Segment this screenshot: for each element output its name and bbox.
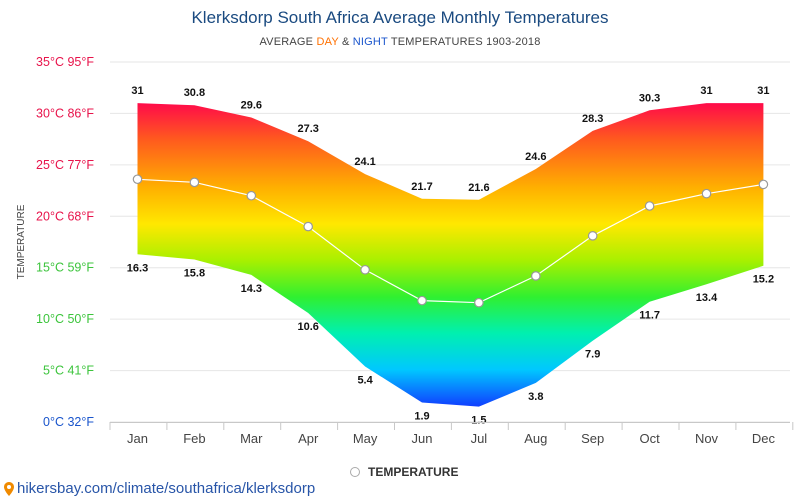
subtitle-day: DAY bbox=[316, 36, 339, 48]
x-tick-label: Jun bbox=[412, 431, 433, 446]
average-point[interactable] bbox=[189, 177, 200, 188]
average-point[interactable] bbox=[644, 201, 655, 211]
subtitle-suffix: TEMPERATURES 1903-2018 bbox=[387, 36, 541, 48]
source-link[interactable]: hikersbay.com/climate/southafrica/klerks… bbox=[4, 480, 315, 497]
legend-label: TEMPERATURE bbox=[368, 465, 459, 479]
subtitle-amp: & bbox=[338, 36, 353, 48]
day-value-label: 21.7 bbox=[411, 181, 432, 193]
y-tick-label: 25°C 77°F bbox=[36, 158, 94, 172]
y-tick-label: 30°C 86°F bbox=[36, 106, 94, 120]
x-tick-label: Oct bbox=[639, 431, 660, 446]
legend-marker-icon bbox=[350, 467, 360, 477]
map-pin-icon bbox=[4, 481, 14, 496]
night-value-label: 13.4 bbox=[696, 292, 718, 304]
night-value-label: 16.3 bbox=[127, 262, 148, 274]
x-tick-label: Feb bbox=[183, 431, 205, 446]
temperature-band bbox=[137, 103, 764, 407]
night-value-label: 14.3 bbox=[241, 283, 262, 295]
night-value-label: 11.7 bbox=[639, 310, 660, 322]
day-value-label: 28.3 bbox=[582, 113, 603, 125]
night-value-label: 7.9 bbox=[585, 349, 600, 361]
y-axis-title: TEMPERATURE bbox=[16, 204, 27, 279]
day-value-label: 31 bbox=[757, 85, 769, 97]
day-value-label: 31 bbox=[700, 85, 712, 97]
y-tick-label: 15°C 59°F bbox=[36, 261, 94, 275]
average-point[interactable] bbox=[587, 231, 598, 241]
average-point[interactable] bbox=[132, 174, 143, 185]
day-value-label: 31 bbox=[131, 85, 143, 97]
average-point[interactable] bbox=[303, 221, 313, 232]
average-point[interactable] bbox=[758, 179, 769, 190]
y-tick-label: 5°C 41°F bbox=[43, 364, 94, 378]
night-value-label: 3.8 bbox=[528, 391, 543, 403]
x-tick-label: Mar bbox=[240, 431, 263, 446]
day-value-label: 21.6 bbox=[468, 182, 489, 194]
x-tick-label: Nov bbox=[695, 431, 719, 446]
x-tick-label: Jan bbox=[127, 431, 148, 446]
night-value-label: 1.5 bbox=[471, 415, 486, 427]
x-tick-label: Aug bbox=[524, 431, 547, 446]
chart-subtitle: AVERAGE DAY & NIGHT TEMPERATURES 1903-20… bbox=[0, 36, 800, 48]
night-value-label: 10.6 bbox=[297, 321, 318, 333]
y-tick-label: 35°C 95°F bbox=[36, 55, 94, 69]
subtitle-night: NIGHT bbox=[352, 36, 388, 48]
chart-legend[interactable]: TEMPERATURE bbox=[350, 465, 458, 479]
y-tick-label: 10°C 50°F bbox=[36, 312, 94, 326]
day-value-label: 30.8 bbox=[184, 87, 205, 99]
average-point[interactable] bbox=[246, 190, 257, 201]
night-value-label: 1.9 bbox=[414, 410, 429, 422]
y-tick-label: 0°C 32°F bbox=[43, 415, 94, 429]
day-value-label: 24.6 bbox=[525, 151, 546, 163]
night-value-label: 15.8 bbox=[184, 267, 205, 279]
x-tick-label: Sep bbox=[581, 431, 604, 446]
average-point[interactable] bbox=[530, 271, 541, 281]
y-tick-label: 20°C 68°F bbox=[36, 209, 94, 223]
day-value-label: 27.3 bbox=[297, 123, 318, 135]
subtitle-prefix: AVERAGE bbox=[259, 36, 317, 48]
average-temperature-line bbox=[137, 178, 764, 304]
night-value-label: 5.4 bbox=[357, 374, 373, 386]
x-tick-label: Jul bbox=[471, 431, 488, 446]
chart-title: Klerksdorp South Africa Average Monthly … bbox=[191, 8, 609, 27]
average-point[interactable] bbox=[701, 188, 712, 199]
average-point[interactable] bbox=[417, 295, 427, 306]
day-value-label: 29.6 bbox=[241, 100, 262, 112]
day-value-label: 30.3 bbox=[639, 92, 660, 104]
source-url: hikersbay.com/climate/southafrica/klerks… bbox=[17, 480, 316, 497]
average-point[interactable] bbox=[474, 297, 484, 308]
night-value-label: 15.2 bbox=[753, 274, 774, 286]
x-tick-label: Dec bbox=[752, 431, 776, 446]
day-value-label: 24.1 bbox=[354, 156, 375, 168]
average-point[interactable] bbox=[360, 264, 370, 275]
x-tick-label: May bbox=[353, 431, 378, 446]
x-tick-label: Apr bbox=[298, 431, 319, 446]
